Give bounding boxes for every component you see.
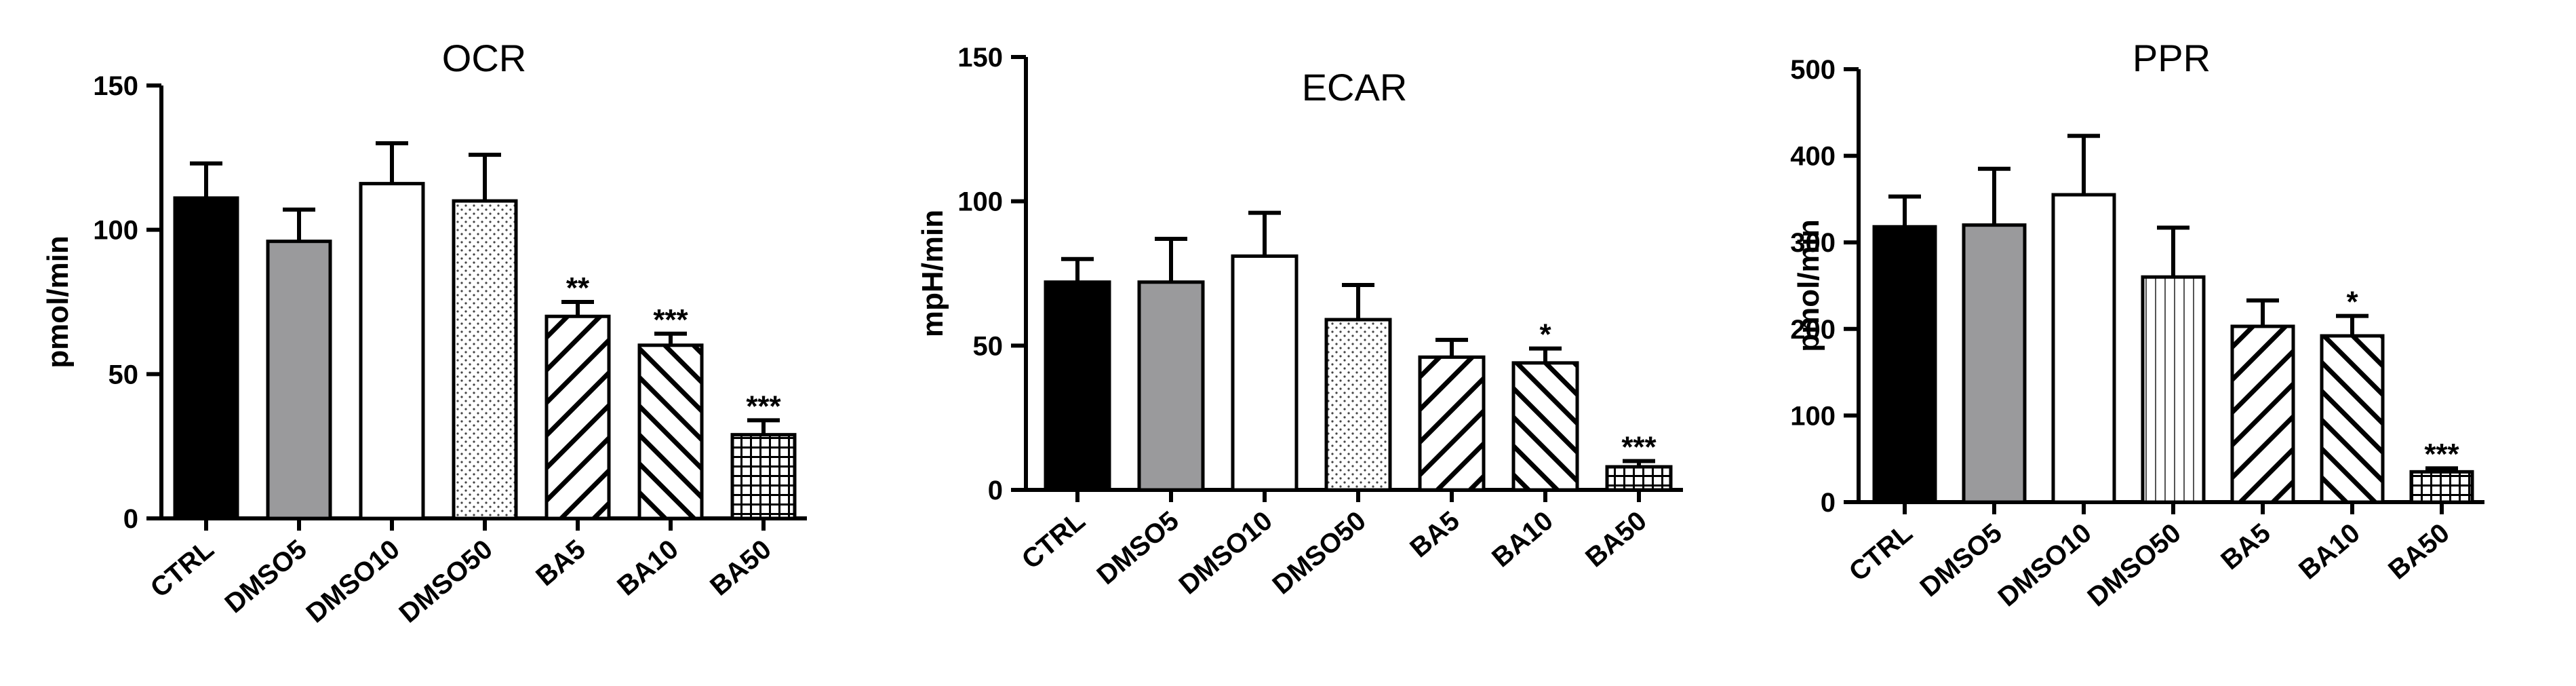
y-tick-label: 0 (123, 504, 138, 534)
bar-dmso50 (452, 199, 518, 520)
y-tick-label: 0 (988, 476, 1003, 506)
bar-dmso50 (2141, 275, 2206, 504)
bar-dmso5 (266, 240, 332, 520)
chart-title: ECAR (1302, 66, 1408, 109)
significance-label: * (2346, 286, 2358, 319)
y-tick-label: 200 (1790, 315, 1836, 345)
bar-ba5 (2230, 324, 2295, 504)
y-tick-label: 0 (1821, 488, 1836, 518)
y-tick-label: 400 (1790, 142, 1836, 172)
bar-ba5 (544, 314, 611, 520)
x-tick-label: BA50 (705, 534, 777, 601)
y-tick-label: 100 (957, 187, 1003, 217)
bar-ba10 (2320, 334, 2385, 504)
bar-dmso10 (2051, 193, 2116, 504)
y-tick-label: 100 (93, 216, 138, 246)
bar-ba5 (1418, 355, 1486, 492)
bar-ba10 (1511, 361, 1579, 492)
bar-ctrl (173, 196, 239, 520)
x-tick-label: BA50 (1580, 506, 1652, 573)
significance-label: ** (566, 271, 590, 305)
y-tick-label: 500 (1790, 55, 1836, 85)
significance-label: *** (746, 389, 781, 423)
bar-dmso10 (359, 182, 425, 520)
significance-label: *** (1621, 430, 1657, 463)
x-tick-label: DMSO5 (1092, 506, 1185, 590)
chart-panel-ecar: ECAR mpH/min 0 50 100 150 CTRL DMSO5DMSO10DMSO5… (916, 43, 1683, 601)
y-axis-label: pmol/min (1792, 219, 1825, 352)
x-tick-label: BA10 (612, 534, 684, 601)
x-tick-label: DMSO10 (1992, 518, 2097, 612)
y-tick-label: 50 (108, 360, 139, 389)
x-tick-label: DMSO10 (1173, 506, 1277, 600)
x-tick-label: CTRL (145, 534, 220, 603)
x-tick-label: CTRL (1016, 506, 1091, 575)
x-tick-label: BA10 (1486, 506, 1559, 573)
x-tick-label: BA50 (2383, 518, 2455, 585)
x-tick-label: CTRL (1844, 518, 1918, 587)
bar-ctrl (1872, 225, 1937, 504)
x-tick-label: DMSO50 (2082, 518, 2186, 612)
bar-ba50 (1605, 465, 1673, 492)
bar-ba10 (637, 343, 704, 520)
x-tick-label: DMSO50 (1267, 506, 1371, 600)
bar-dmso50 (1324, 318, 1392, 492)
bar-dmso10 (1231, 254, 1299, 492)
y-axis-label: mpH/min (916, 210, 949, 337)
bar-ba50 (730, 433, 797, 520)
bar-dmso5 (1137, 280, 1205, 492)
x-tick-label: BA5 (2215, 518, 2276, 575)
x-tick-label: DMSO50 (393, 534, 498, 628)
x-tick-label: BA5 (530, 534, 591, 592)
x-tick-label: DMSO10 (300, 534, 405, 628)
chart-panel-ocr: OCR pmol/min 0 50 100 150 CTRL DMSO5DMSO10DMSO5… (41, 37, 807, 629)
y-tick-label: 150 (957, 43, 1003, 73)
chart-title: OCR (442, 37, 526, 79)
x-tick-label: DMSO5 (220, 534, 313, 619)
y-tick-label: 150 (93, 71, 138, 101)
x-tick-label: BA10 (2293, 518, 2366, 585)
x-tick-label: BA5 (1404, 506, 1465, 563)
bar-ba50 (2409, 470, 2474, 504)
bar-ctrl (1044, 280, 1111, 492)
significance-label: *** (2424, 438, 2459, 471)
significance-label: *** (653, 303, 688, 337)
significance-label: * (1539, 318, 1551, 351)
y-tick-label: 300 (1790, 228, 1836, 258)
chart-title: PPR (2133, 37, 2211, 79)
y-tick-label: 100 (1790, 401, 1836, 431)
chart-panel-ppr: PPRpmol/min0100200300400500CTRLDMSO5DMSO… (1790, 37, 2484, 613)
bar-dmso5 (1962, 223, 2027, 504)
y-tick-label: 50 (973, 331, 1004, 361)
y-axis-label: pmol/min (41, 235, 75, 368)
